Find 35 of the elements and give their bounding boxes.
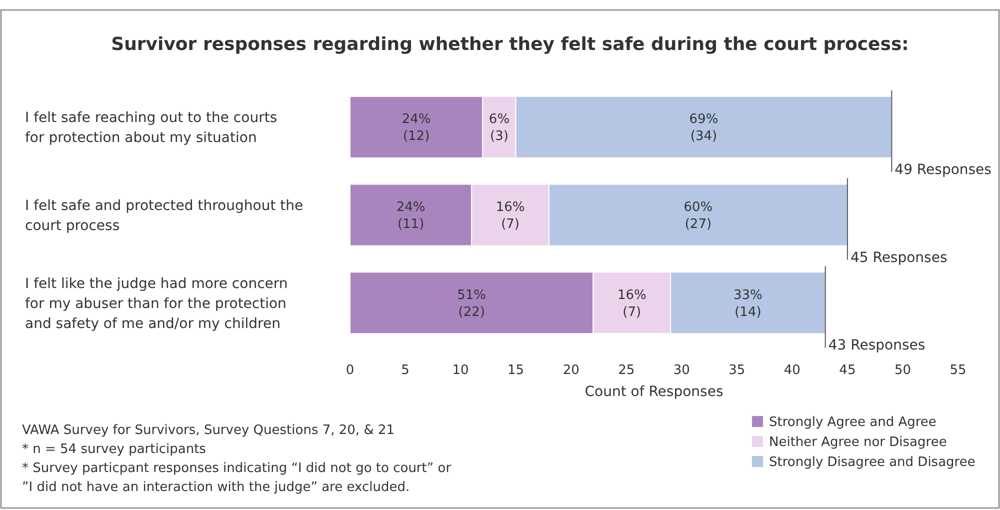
x-tick-label: 40 <box>784 363 800 378</box>
x-tick-label: 0 <box>346 363 354 378</box>
text: VAWA Survey for Survivors, Survey Questions 7, 20, & 21 <box>22 423 394 438</box>
x-tick-label: 10 <box>452 363 469 378</box>
total-label: 45 Responses <box>850 250 948 266</box>
total-label: 49 Responses <box>894 162 992 178</box>
data-label: 6% (3) <box>488 112 510 144</box>
data-label: 69% (34) <box>689 112 718 144</box>
y-tick-label: I felt safe and protected throughout the court process <box>25 198 304 234</box>
total-label: 43 Responses <box>828 338 926 354</box>
data-label: 51% (22) <box>457 288 486 320</box>
x-tick-label: 30 <box>673 363 690 378</box>
x-axis-title: Count of Responses <box>584 384 724 400</box>
x-tick-label: 5 <box>401 363 410 378</box>
x-tick-label: 20 <box>562 363 580 378</box>
data-label: 24% (12) <box>402 112 431 144</box>
legend-label: Strongly Agree and Agree <box>769 415 936 430</box>
y-tick-label: I felt safe reaching out to the courts for protection about my situation <box>25 110 278 146</box>
data-label: 16% (7) <box>496 200 525 232</box>
y-tick-label: I felt like the judge had more concern for my abuser than for the protection and safety of me and/or my children <box>25 276 288 332</box>
x-tick-label: 15 <box>508 363 524 378</box>
chart-title: Survivor responses regarding whether they felt safe during the court process: <box>111 34 909 55</box>
legend-label: Strongly Disagree and Disagree <box>769 455 976 470</box>
text: * Survey particpant responses indicating “I did not go to court” or ”I did not have an interaction with the judge” are excluded. <box>22 461 452 495</box>
x-tick-label: 25 <box>618 363 635 378</box>
data-label: 24% (11) <box>396 200 426 232</box>
legend-label: Neither Agree nor Disagree <box>769 435 947 450</box>
data-label: 60% (27) <box>684 200 713 232</box>
data-label: 33% (14) <box>734 288 762 320</box>
text: * n = 54 survey participants <box>22 442 206 457</box>
x-tick-label: 35 <box>728 363 746 378</box>
data-label: 16% (7) <box>617 288 646 320</box>
x-tick-label: 50 <box>894 363 911 378</box>
x-tick-label: 55 <box>950 363 966 378</box>
x-tick-label: 45 <box>839 363 856 378</box>
